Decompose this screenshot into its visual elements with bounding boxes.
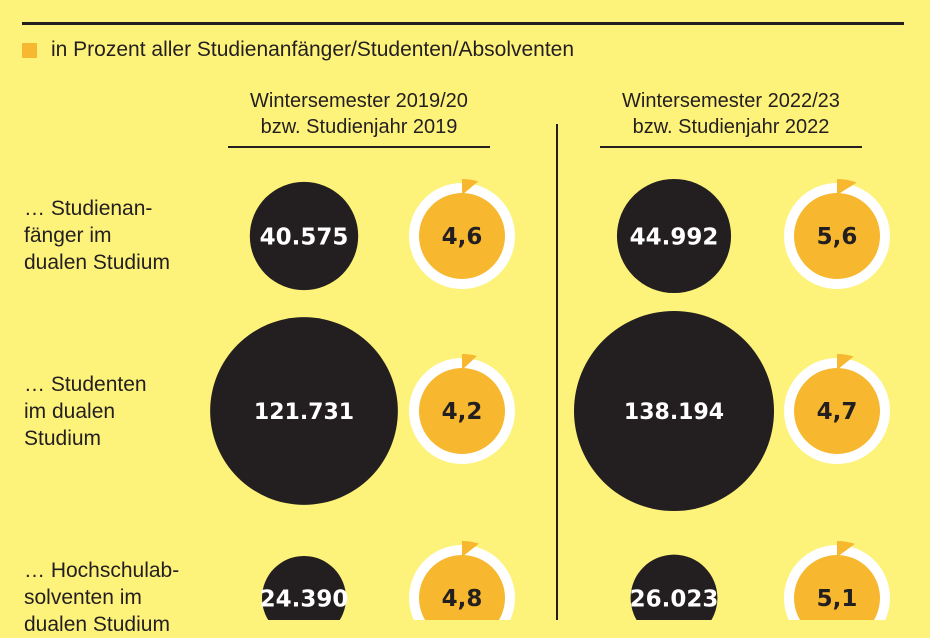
column-header-line1: Wintersemester 2019/20 bbox=[250, 90, 468, 112]
count-bubble bbox=[210, 317, 398, 505]
count-label: 121.731 bbox=[254, 400, 354, 425]
row-label-line: Studium bbox=[24, 427, 102, 450]
count-label: 40.575 bbox=[260, 224, 349, 250]
percent-wedge bbox=[837, 354, 854, 370]
column-header-line1: Wintersemester 2022/23 bbox=[622, 90, 840, 112]
column-header-2022: Wintersemester 2022/23 bzw. Studienjahr … bbox=[600, 88, 862, 148]
column-divider bbox=[556, 124, 558, 620]
bubble-chart: 40.575 4,6 44.992 5,6 121.731 4,2 138.194 4,7 24… bbox=[210, 178, 890, 620]
count-bubble bbox=[574, 311, 774, 511]
row-label-line: solventen im bbox=[24, 586, 142, 609]
row-label-studenten: … Studenten im dualen Studium bbox=[24, 371, 147, 452]
percent-wedge bbox=[462, 541, 479, 557]
percent-wedge bbox=[837, 541, 855, 557]
column-header-2019: Wintersemester 2019/20 bzw. Studienjahr … bbox=[228, 88, 490, 148]
percent-disc bbox=[419, 193, 505, 279]
column-header-line2: bzw. Studienjahr 2022 bbox=[632, 116, 830, 138]
count-bubble bbox=[262, 556, 346, 620]
count-bubble bbox=[630, 554, 718, 620]
count-bubble bbox=[249, 181, 359, 291]
percent-wedge bbox=[837, 179, 857, 195]
column-header-line2: bzw. Studienjahr 2019 bbox=[260, 116, 458, 138]
legend-swatch bbox=[22, 42, 37, 58]
count-label: 26.023 bbox=[630, 586, 719, 612]
row-label-line: … Hochschulab- bbox=[24, 559, 180, 582]
percent-label: 4,8 bbox=[442, 586, 483, 612]
percent-label: 5,1 bbox=[817, 586, 858, 612]
percent-disc bbox=[794, 555, 880, 620]
row-label-studienanfaenger: … Studienan- fänger im dualen Studium bbox=[24, 195, 170, 276]
percent-label: 4,6 bbox=[442, 224, 483, 250]
percent-wedge bbox=[462, 179, 479, 195]
top-rule bbox=[22, 22, 904, 25]
count-label: 138.194 bbox=[624, 400, 724, 425]
row-label-line: im dualen bbox=[24, 400, 116, 423]
percent-label: 5,6 bbox=[817, 224, 858, 250]
percent-label: 4,2 bbox=[442, 399, 483, 425]
count-label: 24.390 bbox=[260, 586, 349, 612]
row-label-line: … Studenten bbox=[24, 373, 147, 396]
count-bubble bbox=[616, 178, 732, 294]
percent-disc bbox=[419, 368, 505, 454]
row-label-line: dualen Studium bbox=[24, 251, 170, 274]
percent-wedge bbox=[462, 354, 477, 370]
percent-disc bbox=[794, 368, 880, 454]
legend-text: in Prozent aller Studienanfänger/Student… bbox=[51, 38, 575, 61]
row-label-line: fänger im bbox=[24, 224, 112, 247]
percent-disc bbox=[794, 193, 880, 279]
count-label: 44.992 bbox=[630, 224, 719, 250]
percent-label: 4,7 bbox=[817, 399, 858, 425]
percent-disc bbox=[419, 555, 505, 620]
legend: in Prozent aller Studienanfänger/Student… bbox=[22, 36, 574, 64]
row-label-line: … Studienan- bbox=[24, 197, 153, 220]
